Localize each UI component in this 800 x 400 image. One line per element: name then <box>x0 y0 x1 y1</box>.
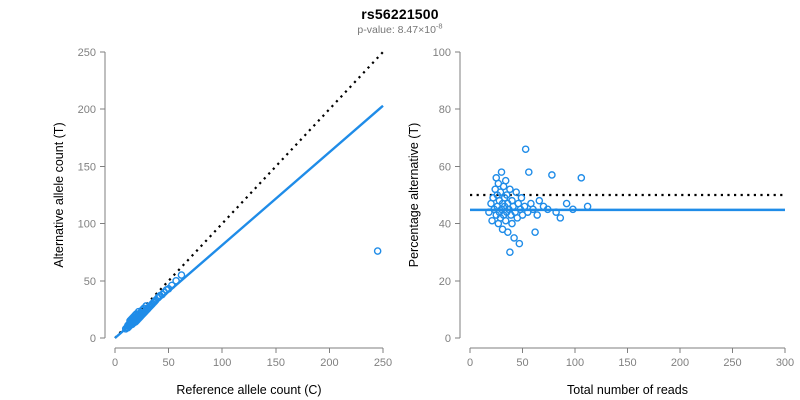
data-point <box>552 208 560 216</box>
x-tick-label: 50 <box>516 357 528 369</box>
y-tick-label: 40 <box>439 219 451 231</box>
scatter-plot-right: 0 20 40 60 80 100 0 50 100 150 200 250 300 Total numb… <box>407 47 794 397</box>
data-point <box>506 248 514 256</box>
data-point <box>504 228 512 236</box>
data-point <box>373 247 382 255</box>
x-tick-label: 50 <box>162 357 174 369</box>
data-point <box>556 214 565 222</box>
y-tick-label: 150 <box>78 161 96 173</box>
scatter-plot-left: 0 50 100 150 200 250 0 50 100 150 200 250 Reference … <box>52 47 392 397</box>
panel-reference-vs-alternative: 0 50 100 150 200 250 0 50 100 150 200 250 Reference … <box>52 47 392 397</box>
data-point <box>583 202 592 211</box>
data-point <box>517 194 526 202</box>
y-tick-label: 200 <box>78 104 96 116</box>
x-tick-label: 200 <box>320 357 338 369</box>
data-point <box>531 228 539 236</box>
data-point <box>533 211 541 219</box>
y-tick-label: 20 <box>439 276 451 288</box>
pvalue-subtitle: p-value: 8.47×10-8 <box>0 21 800 36</box>
y-axis-title: Percentage alternative (T) <box>407 123 421 268</box>
data-point <box>496 188 505 196</box>
data-point <box>501 216 510 225</box>
x-axis-title: Total number of reads <box>567 383 688 397</box>
y-axis-title: Alternative allele count (T) <box>52 122 66 267</box>
y-tick-label: 250 <box>78 47 96 59</box>
data-point <box>512 188 520 196</box>
data-point <box>177 271 186 279</box>
x-tick-label: 0 <box>112 357 118 369</box>
x-tick-label: 100 <box>213 357 231 369</box>
x-tick-label: 300 <box>776 357 794 369</box>
x-axis-title: Reference allele count (C) <box>176 383 321 397</box>
data-point <box>488 216 496 225</box>
x-tick-label: 150 <box>618 357 636 369</box>
data-point <box>520 202 529 211</box>
y-tick-label: 100 <box>78 219 96 231</box>
data-point <box>562 199 571 208</box>
y-tick-label: 0 <box>445 333 451 345</box>
panel-percentage-vs-reads: 0 20 40 60 80 100 0 50 100 150 200 250 300 Total numb… <box>400 0 800 400</box>
data-point <box>521 145 530 154</box>
x-tick-label: 200 <box>671 357 689 369</box>
data-point <box>543 205 552 214</box>
data-point <box>529 205 537 214</box>
x-tick-label: 150 <box>267 357 285 369</box>
data-point <box>172 276 180 285</box>
y-tick-label: 50 <box>84 276 96 288</box>
data-point <box>508 219 516 228</box>
data-point <box>501 176 510 185</box>
y-tick-label: 80 <box>439 104 451 116</box>
x-tick-label: 250 <box>374 357 392 369</box>
data-point <box>525 168 533 176</box>
y-tick-label: 100 <box>433 47 451 59</box>
data-point <box>535 196 544 205</box>
page-title: rs56221500 <box>361 6 439 22</box>
data-point <box>506 185 514 194</box>
data-point <box>569 205 577 214</box>
pvalue-exponent: -8 <box>435 21 443 31</box>
identity-reference-line <box>114 51 384 339</box>
x-tick-label: 250 <box>723 357 741 369</box>
data-point <box>502 191 511 199</box>
y-tick-label: 60 <box>439 161 451 173</box>
data-point <box>548 171 556 179</box>
x-tick-label: 100 <box>566 357 584 369</box>
data-point <box>497 168 506 176</box>
data-point <box>515 239 524 248</box>
data-point <box>168 281 176 290</box>
pvalue-text: p-value: 8.47×10 <box>357 24 436 36</box>
data-point <box>577 174 586 182</box>
x-tick-label: 0 <box>467 357 473 369</box>
y-tick-label: 0 <box>90 333 96 345</box>
data-point <box>510 234 518 242</box>
